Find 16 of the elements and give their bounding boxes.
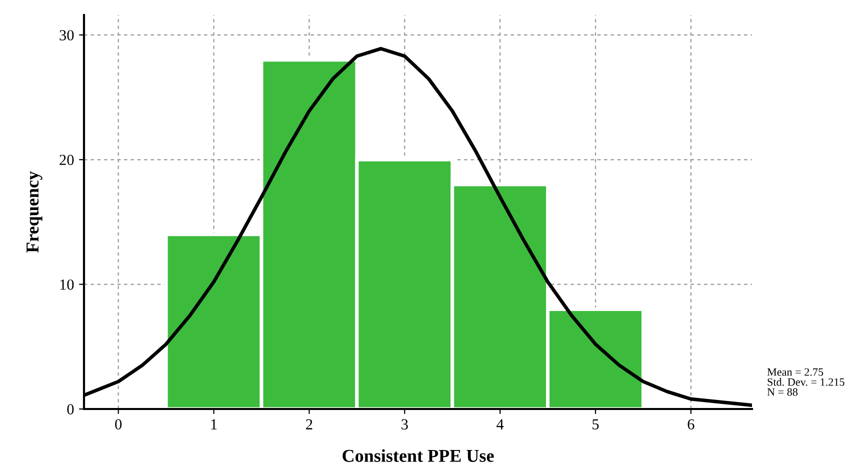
- x-tick-label: 6: [688, 419, 694, 430]
- text: N = 88: [767, 388, 798, 396]
- x-tick-label: 2: [306, 419, 312, 430]
- x-tick-label: 1: [211, 419, 217, 430]
- y-tick-label: 10: [60, 279, 74, 290]
- x-axis-title: Consistent PPE Use: [342, 449, 494, 462]
- y-axis-title: Frequency: [26, 171, 42, 253]
- y-tick-label: 30: [60, 30, 74, 40]
- y-tick-label: 0: [67, 404, 74, 414]
- text: Std. Dev. = 1.215: [768, 378, 844, 386]
- x-tick-label: 0: [115, 419, 122, 430]
- x-tick-label: 3: [402, 419, 408, 430]
- y-tick-label: 20: [60, 154, 74, 166]
- x-tick-label: 4: [496, 419, 504, 430]
- x-tick-label: 5: [592, 419, 599, 430]
- text: Mean = 2.75: [767, 368, 824, 376]
